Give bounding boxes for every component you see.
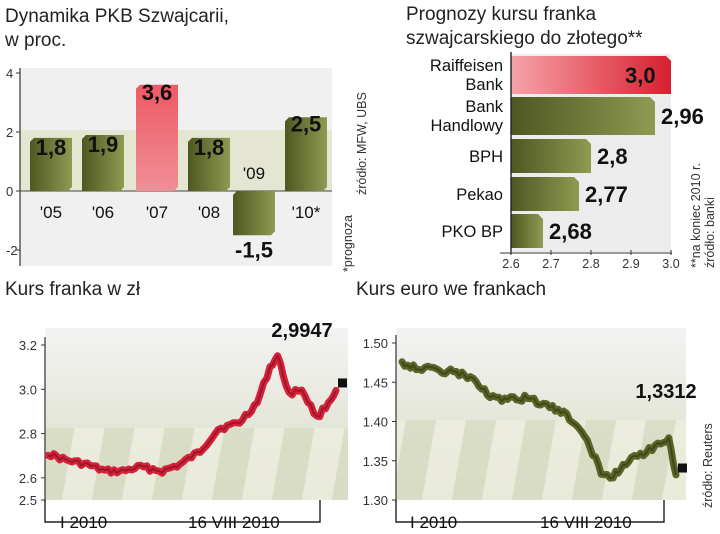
gdp-bar xyxy=(233,191,275,236)
eurchf-last-marker xyxy=(678,463,687,473)
gdp-value-label: 2,5 xyxy=(291,111,322,136)
eurchf-y-tick: 1.40 xyxy=(363,415,388,430)
eurchf-source: źródło: Reuters xyxy=(701,423,715,508)
forecast-value-label: 2,8 xyxy=(597,144,628,169)
forecast-x-tick: 2.7 xyxy=(542,257,559,271)
gdp-title-line1: Dynamika PKB Szwajcarii, xyxy=(5,6,229,27)
chfpln-y-tick: 2.6 xyxy=(19,471,37,486)
forecast-value-label: 3,0 xyxy=(625,63,656,88)
forecast-panel: Prognozy kursu franka szwajcarskiego do … xyxy=(406,4,717,271)
forecast-x-tick: 2.9 xyxy=(622,257,639,271)
gdp-category-label: '07 xyxy=(146,203,168,222)
forecast-bar xyxy=(511,214,543,248)
chfpln-line-shade xyxy=(47,354,337,475)
chfpln-x-bracket xyxy=(44,500,321,523)
eurchf-last-value: 1,3312 xyxy=(635,381,696,403)
gdp-source: źródło: MFW, UBS xyxy=(355,92,369,195)
gdp-y-tick: 0 xyxy=(6,184,13,199)
gdp-bar xyxy=(82,134,124,191)
eurchf-x-start: I 2010 xyxy=(410,513,457,532)
forecast-value-label: 2,96 xyxy=(661,104,704,129)
gdp-category-label: '09 xyxy=(243,164,265,183)
gdp-value-label: 1,8 xyxy=(194,135,225,160)
forecast-bank-label: Raiffeisen xyxy=(430,57,503,75)
gdp-category-label: '10* xyxy=(292,203,321,222)
chfpln-y-tick: 2.8 xyxy=(19,427,37,442)
eurchf-y-tick: 1.30 xyxy=(363,493,388,508)
gdp-footnote: *prognoza xyxy=(341,215,355,272)
chfpln-x-start: I 2010 xyxy=(60,513,107,532)
forecast-bar xyxy=(511,177,579,211)
chfpln-last-value: 2,9947 xyxy=(271,320,332,342)
forecast-note: **na koniec 2010 r. xyxy=(689,163,703,268)
forecast-source: źródło: banki xyxy=(703,197,717,268)
forecast-bar xyxy=(511,56,671,94)
gdp-panel: Dynamika PKB Szwajcarii, w proc. 4 2 0 -2 1… xyxy=(4,6,369,272)
chfpln-y-tick: 3.0 xyxy=(19,382,37,397)
gdp-y-tick: -2 xyxy=(6,243,18,258)
gdp-value-label: 3,6 xyxy=(142,80,173,105)
forecast-bank-label: Bank xyxy=(465,76,503,94)
chfpln-y-tick: 2.5 xyxy=(19,493,37,508)
gdp-category-label: '06 xyxy=(92,203,114,222)
gdp-bar xyxy=(136,84,178,191)
forecast-x-tick: 3.0 xyxy=(662,257,679,271)
forecast-x-tick: 2.6 xyxy=(502,257,519,271)
gdp-value-label: 1,9 xyxy=(88,132,119,157)
chfpln-y-tick: 3.2 xyxy=(19,338,37,353)
eurchf-title: Kurs euro we frankach xyxy=(356,279,546,300)
gdp-category-label: '08 xyxy=(198,203,220,222)
chfpln-title: Kurs franka w zł xyxy=(5,279,141,300)
eurchf-y-tick: 1.35 xyxy=(363,454,388,469)
gdp-bar xyxy=(30,137,72,191)
chfpln-x-end: 16 VIII 2010 xyxy=(188,513,280,532)
gdp-y-tick: 4 xyxy=(6,66,13,81)
forecast-bank-label: Pekao xyxy=(456,186,503,204)
forecast-bar xyxy=(511,97,655,135)
eurchf-panel: Kurs euro we frankach 1.50 1.45 1.40 1.35 1.… xyxy=(356,279,715,532)
gdp-title-line2: w proc. xyxy=(4,30,66,51)
eurchf-line-shade xyxy=(401,361,677,480)
forecast-bank-label: Bank xyxy=(465,98,503,116)
gdp-category-label: '05 xyxy=(40,203,62,222)
gdp-lower-bg xyxy=(20,191,332,266)
gdp-y-tick: 2 xyxy=(6,125,13,140)
forecast-bank-label: BPH xyxy=(469,148,503,166)
forecast-value-label: 2,77 xyxy=(585,182,628,207)
forecast-bank-label: PKO BP xyxy=(442,223,503,241)
eurchf-y-tick: 1.45 xyxy=(363,375,388,390)
gdp-value-label: 1,8 xyxy=(36,135,67,160)
forecast-title-line1: Prognozy kursu franka xyxy=(406,4,597,25)
gdp-bar xyxy=(285,117,327,191)
eurchf-stripes xyxy=(396,420,686,500)
eurchf-y-tick: 1.50 xyxy=(363,336,388,351)
forecast-x-tick: 2.8 xyxy=(582,257,599,271)
forecast-value-label: 2,68 xyxy=(549,219,592,244)
gdp-value-label: -1,5 xyxy=(235,237,273,262)
gdp-bar xyxy=(188,137,230,191)
forecast-title-line2: szwajcarskiego do złotego** xyxy=(406,28,643,49)
forecast-bank-label: Handlowy xyxy=(431,117,504,135)
eurchf-x-end: 16 VIII 2010 xyxy=(540,513,632,532)
chfpln-last-marker xyxy=(338,378,347,388)
chfpln-panel: Kurs franka w zł 3.23.02.82.62.5 2,9947 … xyxy=(5,279,348,532)
eurchf-x-bracket xyxy=(395,500,665,523)
forecast-bar xyxy=(511,139,591,173)
